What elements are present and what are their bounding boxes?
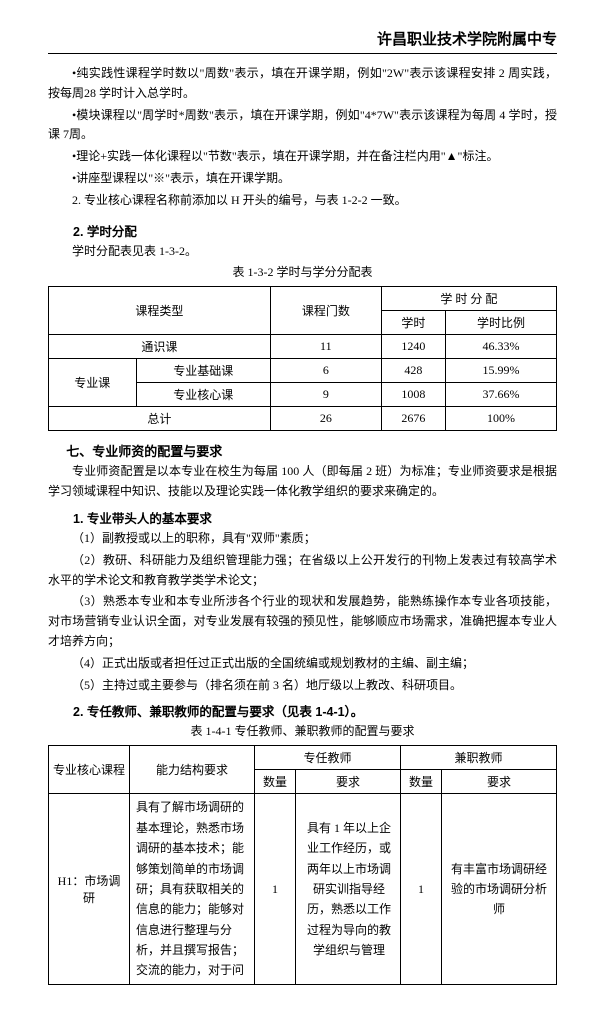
th-ability-req: 能力结构要求 <box>130 746 255 794</box>
note-bullet-1: •纯实践性课程学时数以"周数"表示，填在开课学期，例如"2W"表示该课程安排 2… <box>48 64 557 104</box>
th-need: 要求 <box>296 770 401 794</box>
cell: 6 <box>270 359 381 383</box>
section-2-title: 2. 学时分配 <box>48 221 557 240</box>
sec7-sub1: 1. 专业带头人的基本要求 <box>48 508 557 527</box>
table-row: 专业课 专业基础课 6 428 15.99% <box>49 359 557 383</box>
th-ratio: 学时比例 <box>446 311 557 335</box>
table-row: 总计 26 2676 100% <box>49 407 557 431</box>
cell: 1240 <box>381 335 445 359</box>
teacher-config-table: 专业核心课程 能力结构要求 专任教师 兼职教师 数量 要求 数量 要求 H1：市… <box>48 745 557 985</box>
cell-major-label: 专业课 <box>49 359 137 407</box>
cell: 428 <box>381 359 445 383</box>
th-fulltime: 专任教师 <box>255 746 401 770</box>
cell: 2676 <box>381 407 445 431</box>
note-bullet-4: •讲座型课程以"※"表示，填在开课学期。 <box>48 169 557 189</box>
th-course-type: 课程类型 <box>49 287 271 335</box>
cell: 46.33% <box>446 335 557 359</box>
cell: 专业基础课 <box>136 359 270 383</box>
th-num2: 数量 <box>401 770 442 794</box>
cell: 通识课 <box>49 335 271 359</box>
th-num: 数量 <box>255 770 296 794</box>
sec7-l4: （4）正式出版或者担任过正式出版的全国统编或规划教材的主编、副主编； <box>48 654 557 674</box>
th-xueshi: 学时 <box>381 311 445 335</box>
section-2-line: 学时分配表见表 1-3-2。 <box>48 242 557 262</box>
cell: 37.66% <box>446 383 557 407</box>
cell-req: 具有了解市场调研的基本理论，熟悉市场调研的基本技术；能够策划简单的市场调研；具有… <box>130 794 255 985</box>
cell: 专业核心课 <box>136 383 270 407</box>
sec7-l1: （1）副教授或以上的职称，具有"双师"素质； <box>48 529 557 549</box>
section-7-title: 七、专业师资的配置与要求 <box>48 441 557 460</box>
note-bullet-3: •理论+实践一体化课程以"节数"表示，填在开课学期，并在备注栏内用"▲"标注。 <box>48 147 557 167</box>
table2-caption: 表 1-4-1 专任教师、兼职教师的配置与要求 <box>48 722 557 739</box>
th-need2: 要求 <box>442 770 557 794</box>
cell-pneed: 有丰富市场调研经验的市场调研分析师 <box>442 794 557 985</box>
cell-course: H1：市场调研 <box>49 794 130 985</box>
cell: 26 <box>270 407 381 431</box>
table1-caption: 表 1-3-2 学时与学分分配表 <box>48 263 557 280</box>
page-header: 许昌职业技术学院附属中专 <box>48 28 557 54</box>
sec7-l2: （2）教研、科研能力及组织管理能力强；在省级以上公开发行的刊物上发表过有较高学术… <box>48 551 557 591</box>
sec7-l5: （5）主持过或主要参与（排名须在前 3 名）地厅级以上教改、科研项目。 <box>48 676 557 696</box>
th-count: 课程门数 <box>270 287 381 335</box>
cell-fneed: 具有 1 年以上企业工作经历，或两年以上市场调研实训指导经历，熟悉以工作过程为导… <box>296 794 401 985</box>
table-row: 课程类型 课程门数 学 时 分 配 <box>49 287 557 311</box>
cell: 9 <box>270 383 381 407</box>
cell: 15.99% <box>446 359 557 383</box>
cell: 100% <box>446 407 557 431</box>
credit-distribution-table: 课程类型 课程门数 学 时 分 配 学时 学时比例 通识课 11 1240 46… <box>48 286 557 431</box>
sec7-l3: （3）熟悉本专业和本专业所涉各个行业的现状和发展趋势，能熟练操作本专业各项技能，… <box>48 592 557 651</box>
note-bullet-2: •模块课程以"周学时*周数"表示，填在开课学期，例如"4*7W"表示该课程为每周… <box>48 106 557 146</box>
th-parttime: 兼职教师 <box>401 746 557 770</box>
cell: 11 <box>270 335 381 359</box>
cell-pnum: 1 <box>401 794 442 985</box>
sec7-sub2: 2. 专任教师、兼职教师的配置与要求（见表 1-4-1）。 <box>48 701 557 720</box>
th-dist: 学 时 分 配 <box>381 287 556 311</box>
th-core-course: 专业核心课程 <box>49 746 130 794</box>
cell-fnum: 1 <box>255 794 296 985</box>
cell: 1008 <box>381 383 445 407</box>
table-row: 专业核心课程 能力结构要求 专任教师 兼职教师 <box>49 746 557 770</box>
table-row: 通识课 11 1240 46.33% <box>49 335 557 359</box>
sec7-p1: 专业师资配置是以本专业在校生为每届 100 人（即每届 2 班）为标准；专业师资… <box>48 462 557 502</box>
note-line-2: 2. 专业核心课程名称前添加以 H 开头的编号，与表 1-2-2 一致。 <box>48 191 557 211</box>
table-row: H1：市场调研 具有了解市场调研的基本理论，熟悉市场调研的基本技术；能够策划简单… <box>49 794 557 985</box>
cell-sum: 总计 <box>49 407 271 431</box>
